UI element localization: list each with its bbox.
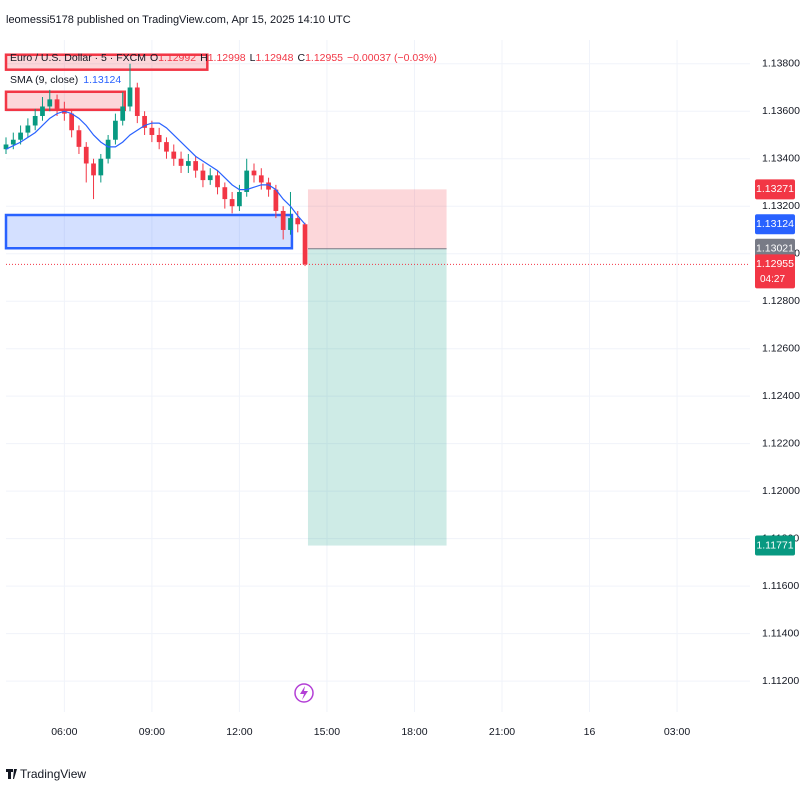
field-label: H (200, 52, 208, 64)
indicator-legend: SMA (9, close) 1.13124 (10, 74, 121, 86)
candle-body (32, 115, 38, 126)
y-tick-label: 1.11200 (762, 675, 799, 687)
price-badge (755, 254, 795, 289)
candle-body (47, 99, 53, 107)
candle-body (142, 115, 147, 128)
y-tick-label: 1.12200 (762, 437, 800, 449)
price-badge (755, 238, 795, 259)
candle-body (185, 161, 191, 166)
candle-body (149, 127, 155, 135)
x-tick-label: 09:00 (139, 726, 165, 738)
candle-body (120, 106, 126, 121)
x-tick-label: 16 (584, 726, 596, 738)
candle-body (288, 218, 293, 230)
field-label: O (150, 52, 158, 64)
sma-line (5, 110, 306, 225)
y-tick-label: 1.11600 (762, 580, 799, 592)
candle-body (40, 106, 45, 116)
y-tick-label: 1.11400 (762, 627, 799, 639)
price-badge-label: 1.13271 (756, 183, 794, 195)
candle-body (156, 134, 162, 143)
x-tick-label: 18:00 (401, 726, 427, 738)
price-badge-label: 1.13021 (756, 243, 794, 255)
y-tick-label: 1.13600 (762, 105, 800, 117)
chart-title: leomessi5178 published on TradingView.co… (6, 14, 351, 26)
candle-body (164, 142, 169, 152)
price-badge (755, 535, 795, 556)
price-badge-label: 1.13124 (756, 218, 794, 230)
candle-body (295, 218, 301, 225)
candle-body (3, 144, 9, 150)
y-tick-label: 1.12000 (762, 485, 800, 497)
brand-text: TradingView (20, 767, 86, 781)
x-tick-label: 03:00 (664, 726, 690, 738)
candle-body (91, 163, 96, 176)
candle-body (69, 113, 75, 131)
target-zone (307, 248, 447, 546)
candle-body (178, 158, 184, 166)
candle-body (200, 170, 206, 181)
candle-body (83, 146, 89, 164)
candle-body (10, 139, 16, 145)
countdown: 04:27 (760, 274, 785, 285)
candle-body (76, 130, 82, 147)
candle-body (229, 199, 235, 207)
field-value: 1.12948 (256, 52, 294, 64)
candle-body (18, 132, 23, 140)
alert-icon[interactable] (294, 683, 314, 703)
candle-body (207, 175, 213, 181)
y-tick-label: 1.13200 (762, 200, 800, 212)
x-tick-label: 21:00 (489, 726, 515, 738)
stop-zone (307, 189, 447, 249)
symbol: Euro / U.S. Dollar · 5 · FXCM (10, 52, 146, 64)
legend-line: Euro / U.S. Dollar · 5 · FXCM O1.12992 H1.… (10, 52, 437, 64)
field-value: 1.12955 (305, 52, 343, 64)
price-badge (755, 214, 795, 235)
candle-body (302, 224, 308, 265)
candle-body (54, 99, 60, 109)
field-label: L (250, 52, 256, 64)
zone (4, 90, 126, 112)
y-tick-label: 1.12800 (762, 295, 800, 307)
candle-body (25, 125, 31, 133)
zone (4, 213, 294, 250)
candle-body (105, 139, 111, 159)
indicator-value: 1.13124 (83, 74, 121, 86)
axis-bg (752, 40, 800, 712)
x-tick-label: 06:00 (51, 726, 77, 738)
candle-body (113, 120, 118, 140)
candle-body (222, 187, 228, 200)
indicator-name: SMA (9, close) (10, 74, 78, 86)
y-tick-label: 1.12600 (762, 342, 800, 354)
candle-body (215, 175, 220, 188)
candle-body (134, 87, 140, 116)
plot-area: 1.138001.136001.134001.132001.130001.128… (3, 40, 800, 738)
candle-body (127, 87, 133, 107)
x-tick-label: 15:00 (314, 726, 340, 738)
x-tick-label: 12:00 (226, 726, 252, 738)
field-label: C (297, 52, 305, 64)
candle-body (237, 191, 242, 207)
candle-body (98, 158, 104, 176)
zone (4, 53, 209, 71)
candle-body (273, 189, 279, 211)
change: −0.00037 (−0.03%) (347, 52, 437, 64)
candle-body (280, 210, 286, 230)
brand: TradingView (6, 767, 86, 781)
price-badge-label: 1.11771 (756, 539, 793, 551)
y-tick-label: 1.13800 (762, 58, 800, 70)
field-value: 1.12998 (208, 52, 246, 64)
candle-body (258, 175, 264, 183)
candle-body (251, 170, 257, 176)
y-tick-label: 1.13400 (762, 153, 800, 165)
candle-body (171, 151, 177, 159)
candle-body (244, 170, 250, 192)
candle-body (266, 182, 271, 190)
y-tick-label: 1.12400 (762, 390, 800, 402)
field-value: 1.12992 (158, 52, 196, 64)
candle-body (193, 161, 199, 171)
price-badge-label: 1.12955 (756, 258, 794, 270)
price-badge (755, 179, 795, 200)
